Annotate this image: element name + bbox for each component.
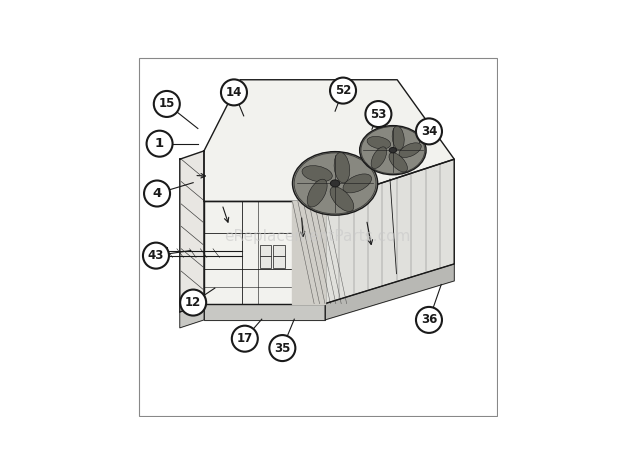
Bar <box>260 257 271 268</box>
Ellipse shape <box>343 174 371 193</box>
Text: 1: 1 <box>155 137 164 150</box>
Polygon shape <box>325 159 454 303</box>
Ellipse shape <box>293 151 378 215</box>
Ellipse shape <box>330 180 340 187</box>
Ellipse shape <box>371 147 387 168</box>
Ellipse shape <box>307 179 327 207</box>
Polygon shape <box>204 80 454 202</box>
Ellipse shape <box>334 152 350 183</box>
Circle shape <box>330 77 356 104</box>
Polygon shape <box>293 202 325 303</box>
Ellipse shape <box>392 126 404 150</box>
Polygon shape <box>204 303 325 320</box>
Circle shape <box>144 181 170 206</box>
Text: 43: 43 <box>148 249 164 262</box>
Text: 34: 34 <box>421 125 437 138</box>
Circle shape <box>416 307 442 333</box>
Circle shape <box>143 242 169 269</box>
Ellipse shape <box>399 143 421 158</box>
Text: eReplacementParts.com: eReplacementParts.com <box>224 228 411 243</box>
Polygon shape <box>204 202 325 303</box>
Polygon shape <box>180 151 204 312</box>
Circle shape <box>180 289 206 316</box>
Bar <box>273 245 285 257</box>
Polygon shape <box>325 264 454 320</box>
Bar <box>260 245 271 257</box>
Ellipse shape <box>389 153 407 172</box>
Text: 4: 4 <box>153 187 162 200</box>
Circle shape <box>146 131 172 157</box>
Polygon shape <box>180 303 204 328</box>
Ellipse shape <box>367 136 391 149</box>
Circle shape <box>365 101 391 127</box>
Circle shape <box>269 335 295 361</box>
Text: 35: 35 <box>274 341 291 355</box>
Circle shape <box>416 118 442 144</box>
Circle shape <box>221 79 247 106</box>
Ellipse shape <box>302 166 332 182</box>
Circle shape <box>232 325 258 352</box>
Ellipse shape <box>389 147 397 153</box>
Ellipse shape <box>330 187 354 212</box>
Circle shape <box>154 91 180 117</box>
Text: 14: 14 <box>226 86 242 99</box>
Text: 36: 36 <box>421 313 437 326</box>
Text: 17: 17 <box>237 332 253 345</box>
Polygon shape <box>159 247 167 259</box>
Text: 15: 15 <box>159 98 175 110</box>
Text: 12: 12 <box>185 296 202 309</box>
Text: 53: 53 <box>370 107 387 121</box>
Ellipse shape <box>360 126 426 175</box>
Bar <box>273 257 285 268</box>
Text: 52: 52 <box>335 84 351 97</box>
